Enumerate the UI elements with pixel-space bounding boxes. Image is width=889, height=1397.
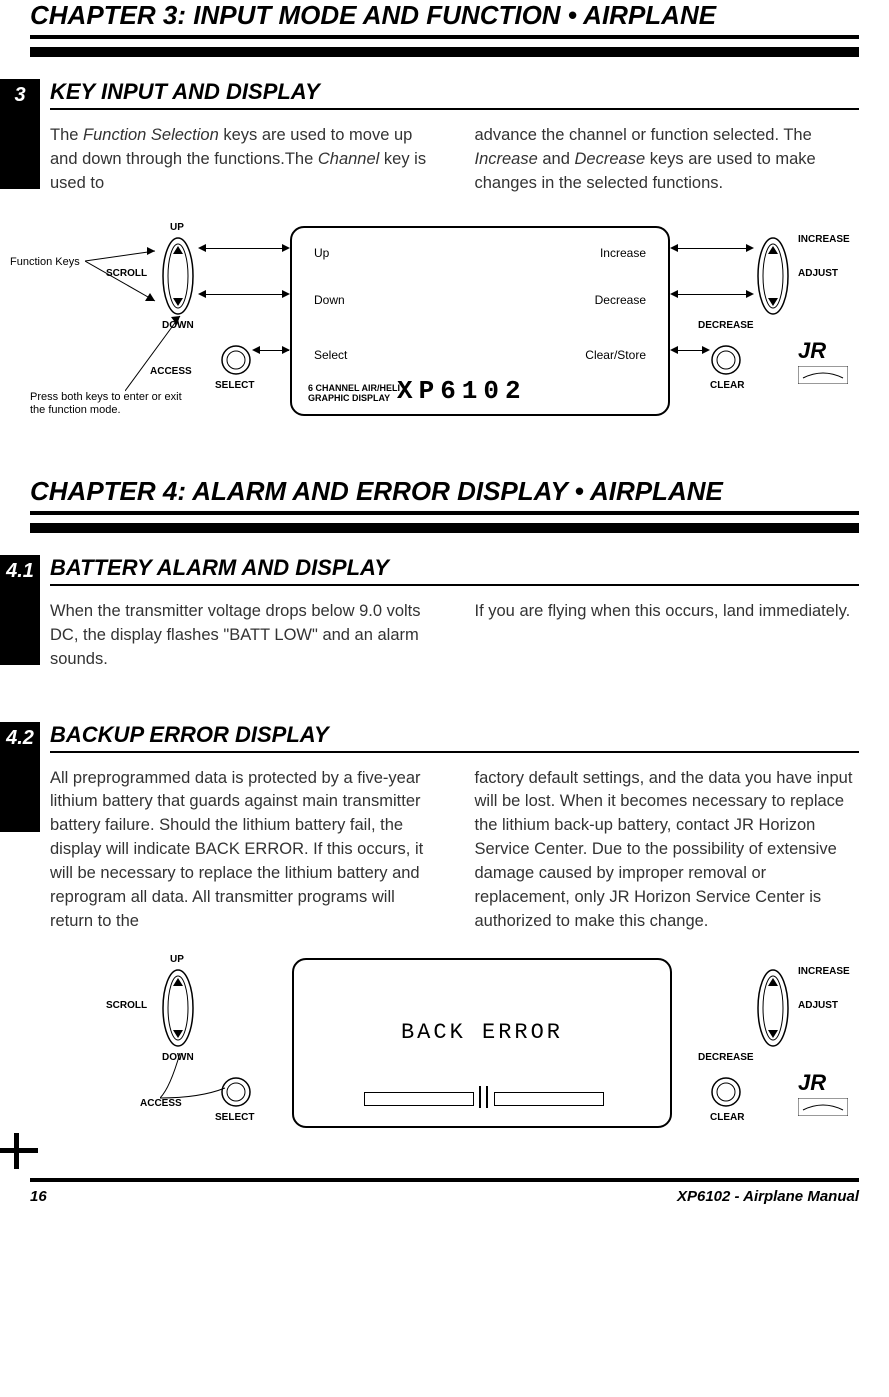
airplane-icon [0,1131,42,1171]
s42-c1: All preprogrammed data is protected by a… [50,767,435,934]
arrowhead-inc-r [746,244,754,252]
arrowhead-down-l [198,290,206,298]
select-button-left [220,344,252,376]
arrowhead-down-r [282,290,290,298]
arrow-decrease [672,294,752,295]
section-title-battery-alarm: BATTERY ALARM AND DISPLAY [50,555,859,586]
diagram-2: BACK ERROR UP SCROLL DOWN ACCESS SELECT [30,958,859,1138]
chapter4-bar [30,523,859,533]
arrowhead-select-l [252,346,260,354]
scroll-rocker-left [160,236,196,316]
footer-doc-title: XP6102 - Airplane Manual [677,1188,859,1205]
section-title-backup-error: BACKUP ERROR DISPLAY [50,722,859,753]
arrowhead-up-r [282,244,290,252]
arrowhead-clr-r [702,346,710,354]
chapter3-title: CHAPTER 3: INPUT MODE AND FUNCTION • AIR… [30,0,859,39]
section41-body: When the transmitter voltage drops below… [50,600,859,672]
d2-select: SELECT [215,1112,254,1123]
s3-c2-pre: advance the channel or function selected… [475,126,812,144]
chapter4-title: CHAPTER 4: ALARM AND ERROR DISPLAY • AIR… [30,476,859,515]
section-4-1: 4.1 BATTERY ALARM AND DISPLAY When the t… [30,555,859,672]
lcd-select-label: Select [314,348,347,362]
arrowhead-dec-l [670,290,678,298]
d2-clear: CLEAR [710,1112,744,1123]
page-footer: 16 XP6102 - Airplane Manual [30,1178,859,1205]
slot-tick-1 [479,1086,481,1108]
lcd-up-label: Up [314,246,329,260]
lcd-box-1: Up Down Select Increase Decrease Clear/S… [290,226,670,416]
lcd-decrease-label: Decrease [595,293,646,307]
s3-c2-it1: Increase [475,150,538,168]
s41-c2: If you are flying when this occurs, land… [475,600,860,672]
d2-decrease: DECREASE [698,1052,754,1063]
d2-adjust: ADJUST [798,1000,838,1011]
clear-text: CLEAR [710,380,744,391]
adjust-rocker-right-2 [755,968,791,1048]
s3-c1-it1: Function Selection [83,126,219,144]
lcd-box-2: BACK ERROR [292,958,672,1128]
d2-scroll: SCROLL [106,1000,147,1011]
arrowhead-clr-l [670,346,678,354]
lcd-screen-text: BACK ERROR [294,1020,670,1045]
arrowhead-dec-r [746,290,754,298]
rocker-up-text: UP [170,222,184,233]
section-number-4-1: 4.1 [0,555,40,665]
arrow-up [200,248,288,249]
d2-access-line [160,1053,230,1103]
jr-logo-2: JR [798,1070,826,1096]
jr-sublogo-1 [798,366,848,384]
section-3: 3 KEY INPUT AND DISPLAY The Function Sel… [30,79,859,446]
adjust-rocker-right [755,236,791,316]
d2-up: UP [170,954,184,965]
arrowhead-inc-l [670,244,678,252]
s3-c1-pre: The [50,126,83,144]
s42-c2: factory default settings, and the data y… [475,767,860,934]
callout-line-pb [125,311,205,396]
arrow-increase [672,248,752,249]
section3-body: The Function Selection keys are used to … [50,124,859,196]
rocker-decrease-text: DECREASE [698,320,754,331]
footer-page-num: 16 [30,1188,47,1205]
jr-logo-1: JR [798,338,826,364]
s41-c1: When the transmitter voltage drops below… [50,600,435,672]
lcd-model-name: XP6102 [397,376,527,406]
lcd-clearstore-label: Clear/Store [585,348,646,362]
arrow-down [200,294,288,295]
lcd-down-label: Down [314,293,345,307]
arrowhead-select-r [282,346,290,354]
jr-sublogo-2 [798,1098,848,1116]
s3-c1-it2: Channel [318,150,379,168]
chapter3-bar [30,47,859,57]
d2-increase: INCREASE [798,966,850,977]
section-number-3: 3 [0,79,40,189]
lcd-increase-label: Increase [600,246,646,260]
section-4-2: 4.2 BACKUP ERROR DISPLAY All preprogramm… [30,722,859,1138]
section-number-4-2: 4.2 [0,722,40,832]
scroll-rocker-left-2 [160,968,196,1048]
lcd-subline: 6 CHANNEL AIR/HELI GRAPHIC DISPLAY [308,384,400,404]
rocker-increase-text: INCREASE [798,234,850,245]
progress-slot-2 [494,1092,604,1106]
rocker-adjust-text: ADJUST [798,268,838,279]
section-title-key-input: KEY INPUT AND DISPLAY [50,79,859,110]
section42-body: All preprogrammed data is protected by a… [50,767,859,934]
arrowhead-up-l [198,244,206,252]
clear-button-right [710,344,742,376]
progress-slot-1 [364,1092,474,1106]
diagram-1: Up Down Select Increase Decrease Clear/S… [30,216,859,446]
slot-tick-2 [486,1086,488,1108]
s3-c2-it2: Decrease [575,150,646,168]
s3-c2-mid: and [538,150,575,168]
select-text: SELECT [215,380,254,391]
clear-button-right-2 [710,1076,742,1108]
